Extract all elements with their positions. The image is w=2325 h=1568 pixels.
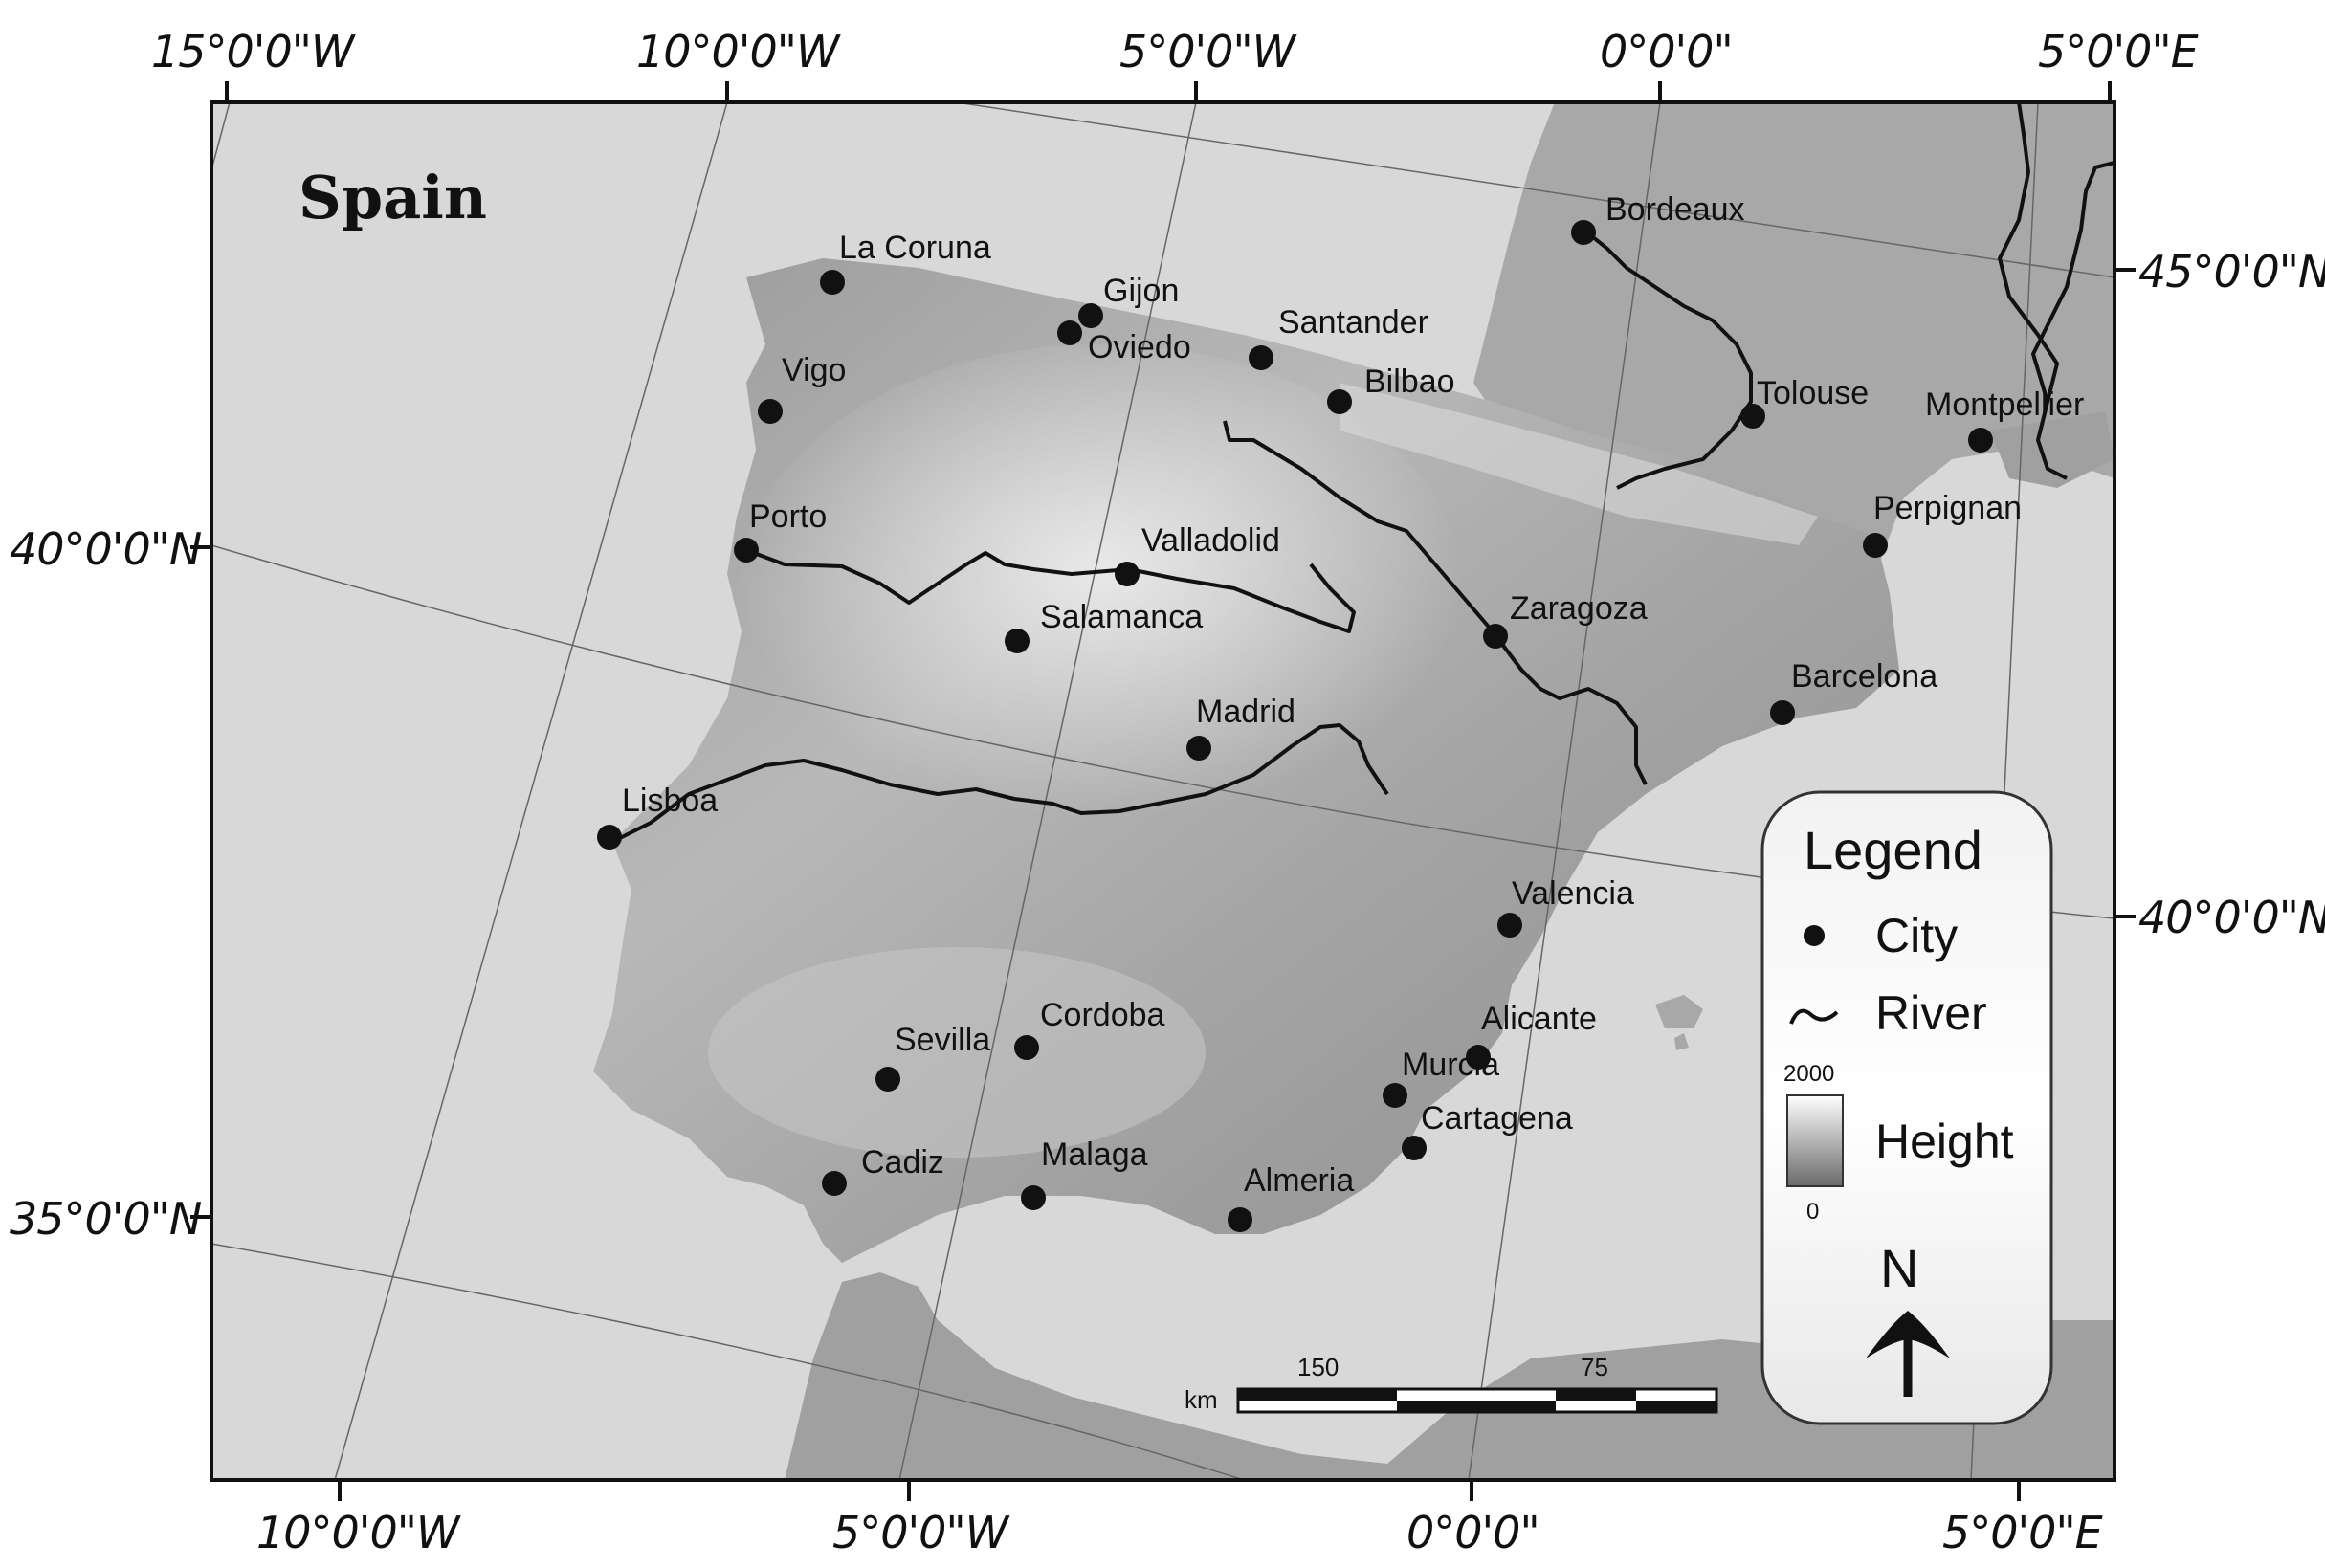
- city-label-valencia: Valencia: [1512, 875, 1634, 912]
- top-label-0: 0°0'0": [1600, 26, 1733, 77]
- city-label-vigo: Vigo: [782, 352, 846, 388]
- city-dot-malaga[interactable]: [1021, 1185, 1046, 1210]
- city-label-oviedo: Oviedo: [1088, 329, 1191, 365]
- city-dot-murcia[interactable]: [1383, 1083, 1407, 1108]
- scale-label-75: 75: [1581, 1353, 1608, 1381]
- legend-box: [1760, 790, 2053, 1425]
- city-label-tolouse: Tolouse: [1757, 375, 1869, 411]
- river-douro: [745, 548, 1356, 633]
- city-label-alicante: Alicante: [1481, 1001, 1597, 1037]
- top-label-5e: 5°0'0"E: [2038, 26, 2199, 77]
- corsica-edge: [1990, 411, 2115, 488]
- city-label-cadiz: Cadiz: [861, 1144, 944, 1181]
- legend-river-symbol: [1789, 1008, 1839, 1025]
- city-dot-oviedo[interactable]: [1057, 320, 1082, 345]
- city-label-sevilla: Sevilla: [895, 1022, 990, 1058]
- city-dot-valladolid[interactable]: [1115, 562, 1140, 586]
- legend-city-symbol: [1804, 925, 1825, 946]
- bottom-label-10w: 10°0'0"W: [256, 1507, 461, 1558]
- city-dot-sevilla[interactable]: [875, 1067, 900, 1092]
- right-label-40n: 40°0'0"N: [2138, 892, 2325, 943]
- top-label-5w: 5°0'0"W: [1119, 26, 1297, 77]
- river-tagus: [611, 723, 1389, 844]
- city-dot-bilbao[interactable]: [1327, 389, 1352, 414]
- city-label-santander: Santander: [1278, 304, 1428, 341]
- city-dot-la-coruna[interactable]: [820, 270, 845, 295]
- right-label-45n: 45°0'0"N: [2138, 246, 2325, 298]
- city-dot-bordeaux[interactable]: [1571, 220, 1596, 245]
- legend-city-label: City: [1875, 909, 1958, 962]
- city-label-bordeaux: Bordeaux: [1605, 191, 1745, 228]
- bottom-label-5e: 5°0'0"E: [1942, 1507, 2103, 1558]
- top-label-10w: 10°0'0"W: [636, 26, 841, 77]
- legend-height-label: Height: [1875, 1115, 2014, 1168]
- scale-bar: km 150 75: [1185, 1353, 1718, 1414]
- city-label-cordoba: Cordoba: [1040, 997, 1165, 1033]
- city-label-zaragoza: Zaragoza: [1510, 590, 1648, 627]
- legend-height-max: 2000: [1783, 1061, 1834, 1087]
- balearic-islands: [1655, 995, 1703, 1050]
- tick-marks: [190, 81, 2136, 1501]
- north-africa-landmass: [785, 1272, 2115, 1480]
- river-rhone: [1998, 102, 2115, 480]
- city-dot-cartagena[interactable]: [1402, 1136, 1427, 1160]
- top-label-15w: 15°0'0"W: [151, 26, 356, 77]
- north-arrow-icon: [1866, 1311, 1950, 1397]
- baetic-highlight: [708, 947, 1206, 1158]
- city-label-valladolid: Valladolid: [1141, 522, 1280, 559]
- city-dot-montpellier[interactable]: [1968, 428, 1993, 453]
- city-label-lisboa: Lisboa: [622, 783, 718, 819]
- legend-river-label: River: [1875, 986, 1987, 1040]
- river-garonne: [1582, 228, 1753, 490]
- city-dot-perpignan[interactable]: [1863, 533, 1888, 558]
- city-dot-alicante[interactable]: [1466, 1045, 1491, 1070]
- left-label-40n: 40°0'0"N: [10, 523, 202, 575]
- scale-label-150: 150: [1297, 1353, 1339, 1381]
- city-dot-cadiz[interactable]: [822, 1171, 847, 1196]
- legend-height-ramp: [1786, 1094, 1844, 1187]
- city-label-perpignan: Perpignan: [1873, 490, 2022, 526]
- city-label-la-coruna: La Coruna: [839, 230, 991, 266]
- bottom-label-5w: 5°0'0"W: [832, 1507, 1010, 1558]
- map-frame: [210, 100, 2116, 1482]
- city-dot-vigo[interactable]: [758, 399, 783, 424]
- rivers: [611, 102, 2115, 844]
- meseta-highlight: [737, 344, 1464, 842]
- city-dot-barcelona[interactable]: [1770, 700, 1795, 725]
- bottom-label-0: 0°0'0": [1406, 1507, 1539, 1558]
- city-dot-tolouse[interactable]: [1740, 404, 1765, 429]
- city-dot-salamanca[interactable]: [1005, 629, 1030, 653]
- city-label-murcia: Murcia: [1402, 1047, 1499, 1083]
- left-label-35n: 35°0'0"N: [10, 1193, 202, 1245]
- city-dot-gijon[interactable]: [1078, 303, 1103, 328]
- city-dot-lisboa[interactable]: [597, 825, 622, 850]
- city-label-almeria: Almeria: [1244, 1162, 1354, 1199]
- legend-title: Legend: [1804, 820, 1982, 880]
- pyrenees-highlight: [1340, 383, 1818, 545]
- city-label-madrid: Madrid: [1196, 694, 1295, 730]
- city-dot-valencia[interactable]: [1497, 913, 1522, 938]
- river-ebro: [1223, 420, 1648, 785]
- city-label-montpellier: Montpellier: [1925, 386, 2084, 423]
- city-label-salamanca: Salamanca: [1040, 599, 1203, 635]
- city-dot-santander[interactable]: [1249, 345, 1273, 370]
- north-label: N: [1880, 1238, 1918, 1298]
- city-dot-cordoba[interactable]: [1014, 1035, 1039, 1060]
- city-label-cartagena: Cartagena: [1421, 1100, 1573, 1137]
- city-dot-zaragoza[interactable]: [1483, 624, 1508, 649]
- legend: Legend City River 2000 0 Height N: [1760, 790, 2053, 1425]
- city-label-barcelona: Barcelona: [1791, 658, 1938, 695]
- legend-height-min: 0: [1806, 1199, 1819, 1225]
- map-title: Spain: [299, 163, 487, 232]
- city-dot-madrid[interactable]: [1186, 736, 1211, 761]
- city-label-porto: Porto: [749, 498, 827, 535]
- city-label-malaga: Malaga: [1041, 1137, 1148, 1173]
- city-label-bilbao: Bilbao: [1364, 364, 1455, 400]
- city-label-gijon: Gijon: [1103, 273, 1179, 309]
- scale-unit: km: [1185, 1385, 1218, 1414]
- city-markers: La Coruna Gijon Oviedo Santander Bilbao …: [597, 191, 2084, 1232]
- city-dot-porto[interactable]: [734, 538, 759, 563]
- city-dot-almeria[interactable]: [1228, 1207, 1252, 1232]
